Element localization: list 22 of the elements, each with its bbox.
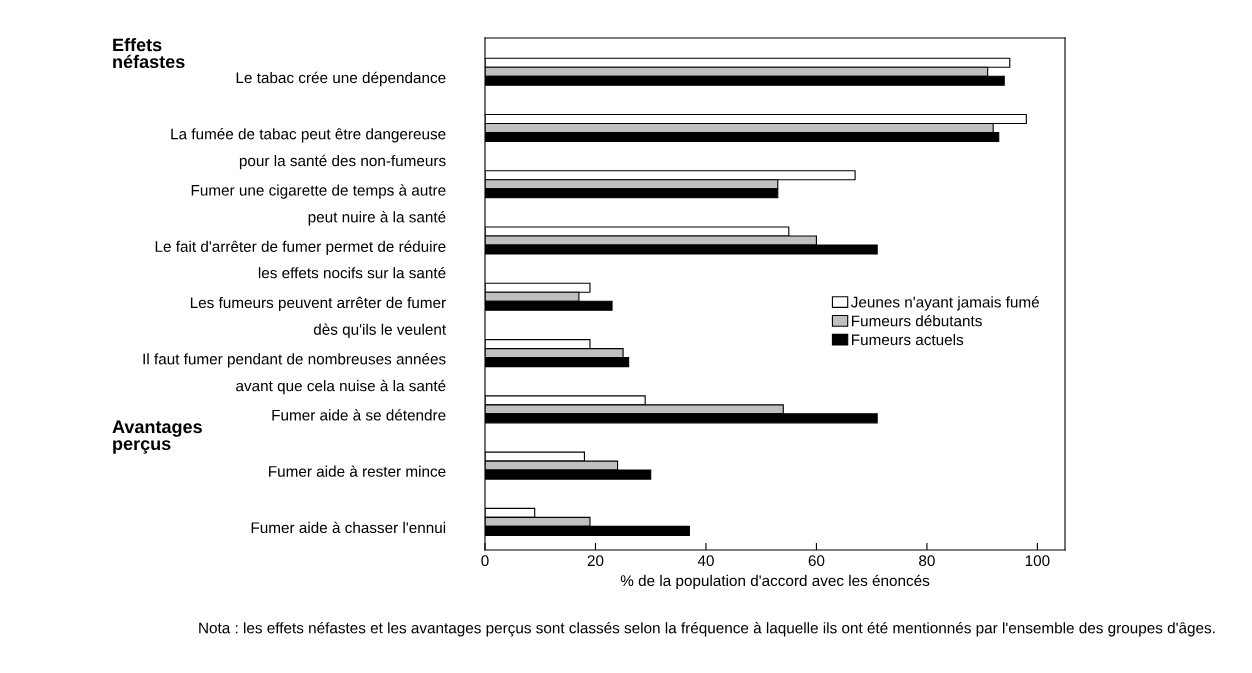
x-tick-label: 40 bbox=[697, 555, 714, 567]
x-tick-label: 60 bbox=[808, 555, 825, 567]
x-tick-label: 80 bbox=[919, 555, 935, 567]
y-tick-label: Fumer aide à se détendre bbox=[272, 409, 446, 421]
text: Avantages perçus bbox=[112, 420, 202, 454]
y-tick-label: Fumer une cigarette de temps à autre peut nuire à la santé bbox=[191, 184, 446, 226]
y-tick-label: Il faut fumer pendant de nombreuses années avant que cela nuise à la santé bbox=[143, 353, 446, 395]
legend-label: Fumeurs actuels bbox=[852, 333, 964, 346]
x-tick-label: 20 bbox=[587, 555, 604, 567]
x-tick-label: 0 bbox=[481, 555, 489, 567]
x-tick-label: 100 bbox=[1025, 555, 1050, 567]
legend-label: Fumeurs débutants bbox=[852, 314, 982, 327]
legend-label: Jeunes n'ayant jamais fumé bbox=[851, 296, 1039, 311]
y-tick-label: Le fait d'arrêter de fumer permet de réduire les effets nocifs sur la santé bbox=[155, 240, 446, 279]
text: Nota : les effets néfastes et les avantages perçus sont classés selon la fréquence à laquelle ils ont été mentionnés par l'ensemble des groupes d'âges. bbox=[199, 622, 1215, 637]
y-tick-label: La fumée de tabac peut être dangereuse pour la santé des non-fumeurs bbox=[171, 128, 446, 170]
y-tick-label: Fumer aide à chasser l'ennui bbox=[251, 521, 446, 534]
y-tick-label: Le tabac crée une dépendance bbox=[236, 71, 446, 87]
y-tick-label: Les fumeurs peuvent arrêter de fumer dès qu'ils le veulent bbox=[190, 296, 447, 338]
x-axis-title: % de la population d'accord avec les énoncés bbox=[620, 574, 930, 590]
y-tick-label: Fumer aide à rester mince bbox=[269, 465, 446, 477]
text: Effets néfastes bbox=[113, 38, 185, 69]
